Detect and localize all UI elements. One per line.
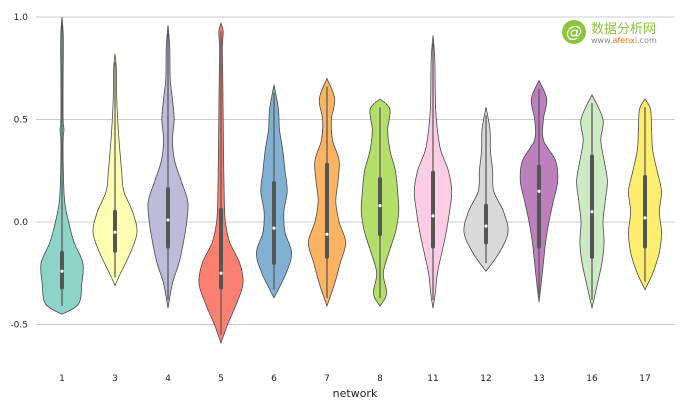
- violin-1: [40, 16, 84, 315]
- x-tick-label: 12: [480, 374, 491, 384]
- violin-median: [219, 271, 223, 275]
- x-tick-label: 16: [586, 374, 598, 384]
- x-tick-label: 17: [639, 374, 650, 384]
- gridlines: [36, 16, 675, 325]
- violin-median: [272, 226, 276, 230]
- y-tick-label: 1.0: [14, 13, 29, 23]
- x-tick-label: 11: [427, 374, 438, 384]
- violins: [40, 16, 662, 345]
- violin-median: [378, 204, 382, 208]
- violin-median: [60, 269, 64, 273]
- y-tick-label: 0.0: [14, 218, 29, 228]
- x-tick-label: 4: [165, 374, 171, 384]
- violin-5: [198, 21, 244, 345]
- y-tick-label: 0.5: [14, 116, 28, 126]
- violin-17: [628, 98, 662, 291]
- violin-13: [519, 79, 559, 302]
- watermark-url: www.afenxi.com: [591, 36, 657, 45]
- watermark-logo: @ 数据分析网 www.afenxi.com: [562, 18, 672, 48]
- x-tick-label: 6: [271, 374, 277, 384]
- violin-median: [590, 210, 594, 214]
- violin-median: [484, 224, 488, 228]
- x-tick-label: 7: [324, 374, 330, 384]
- logo-icon: @: [562, 20, 586, 44]
- x-tick-label: 5: [218, 374, 224, 384]
- violin-12: [463, 107, 509, 272]
- violin-median: [431, 214, 435, 218]
- violin-3: [92, 53, 138, 287]
- violin-median: [166, 218, 170, 222]
- x-axis-label: network: [333, 387, 378, 400]
- violin-8: [360, 98, 400, 307]
- violin-16: [576, 93, 608, 309]
- watermark-name: 数据分析网: [591, 22, 657, 37]
- x-tick-label: 1: [59, 374, 65, 384]
- violin-median: [537, 189, 541, 193]
- y-tick-label: -0.5: [10, 321, 28, 331]
- violin-median: [325, 232, 329, 236]
- x-tick-label: 13: [533, 374, 544, 384]
- violin-median: [643, 216, 647, 220]
- violin-7: [307, 77, 347, 308]
- violin-11: [413, 35, 453, 309]
- x-tick-label: 8: [377, 374, 383, 384]
- y-axis-ticks: -0.5 0.0 0.5 1.0: [10, 13, 28, 331]
- x-tick-label: 3: [112, 374, 118, 384]
- violin-6: [255, 84, 293, 299]
- violin-4: [147, 25, 189, 309]
- violin-median: [113, 230, 117, 234]
- x-axis-ticks: 1 3 4 5 6 7 8 11 12 13 16 17: [59, 374, 651, 384]
